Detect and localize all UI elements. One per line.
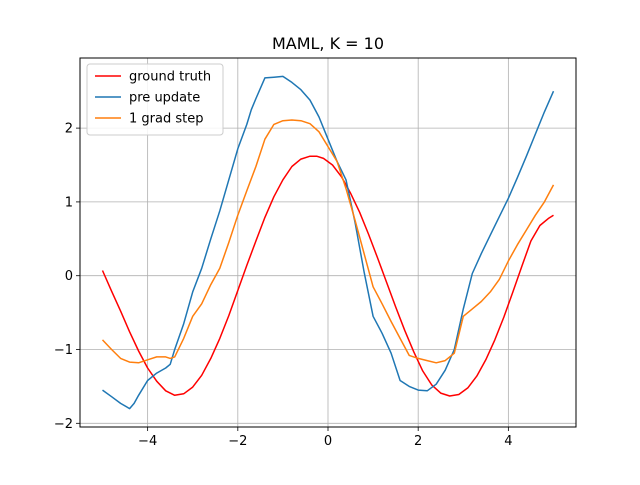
series-line-2	[101, 119, 555, 364]
x-tick-label: −4	[138, 434, 157, 449]
y-tick-label: 1	[65, 195, 73, 210]
tick-layer: −4 −2 0 2 4 −2 −1 0 1 2	[54, 122, 513, 449]
y-tick-label: 0	[65, 269, 73, 284]
y-tick-label: 2	[65, 122, 73, 137]
series-line-1	[102, 75, 555, 410]
x-tick-label: 2	[414, 434, 422, 449]
legend-label-1: pre update	[129, 91, 200, 106]
x-tick-label: −2	[228, 434, 247, 449]
y-tick-label: −2	[54, 417, 73, 432]
grid-layer	[80, 58, 576, 427]
series-layer	[101, 75, 555, 410]
legend: ground truth pre update 1 grad step	[86, 63, 224, 136]
legend-label-2: 1 grad step	[129, 112, 203, 127]
x-tick-label: 4	[504, 434, 512, 449]
chart-title: MAML, K = 10	[272, 34, 384, 53]
y-tick-label: −1	[54, 343, 73, 358]
legend-label-0: ground truth	[129, 70, 211, 85]
series-line-0	[101, 155, 554, 397]
x-tick-label: 0	[324, 434, 332, 449]
